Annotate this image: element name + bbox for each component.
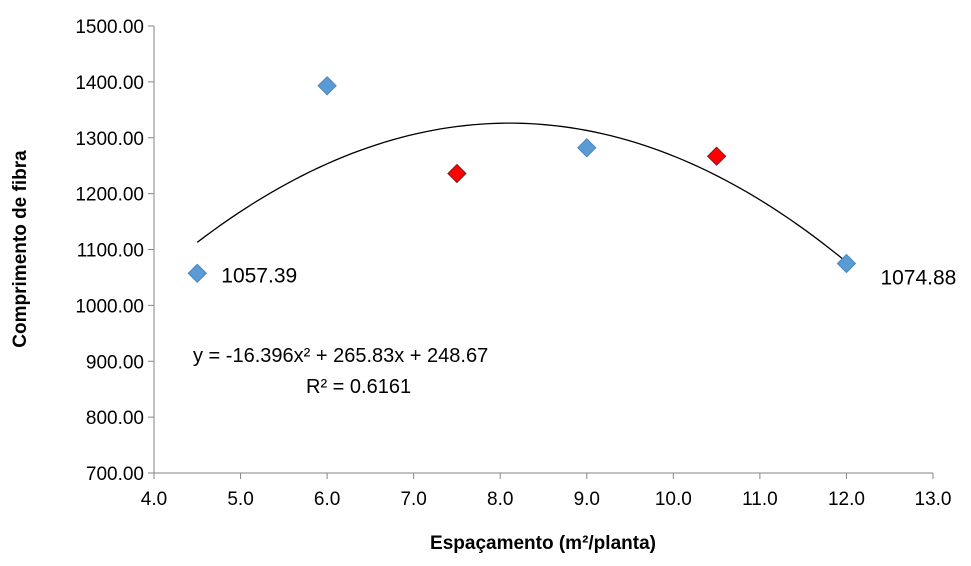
data-point bbox=[836, 253, 857, 274]
data-point bbox=[706, 146, 727, 166]
y-tick-label: 700.00 bbox=[86, 464, 144, 485]
y-tick-label: 1400.00 bbox=[75, 73, 144, 94]
data-label: 1074.88 bbox=[880, 267, 956, 290]
x-tick-label: 4.0 bbox=[141, 489, 167, 510]
x-axis-title: Espaçamento (m²/planta) bbox=[430, 533, 656, 554]
y-axis-title: Comprimento de fibra bbox=[10, 150, 31, 348]
x-tick-label: 7.0 bbox=[400, 489, 426, 510]
data-point bbox=[187, 263, 207, 284]
y-tick-label: 800.00 bbox=[86, 408, 144, 429]
y-tick-label: 1300.00 bbox=[75, 129, 144, 150]
y-tick-label: 1000.00 bbox=[75, 296, 144, 317]
x-tick-label: 13.0 bbox=[915, 489, 952, 510]
x-tick-label: 5.0 bbox=[227, 489, 253, 510]
trendline-r-squared: R² = 0.6161 bbox=[306, 376, 411, 398]
y-tick-label: 900.00 bbox=[86, 352, 144, 373]
data-label: 1057.39 bbox=[221, 264, 297, 287]
x-tick-label: 10.0 bbox=[655, 489, 692, 510]
y-tick-label: 1200.00 bbox=[75, 185, 144, 206]
trendline bbox=[196, 122, 847, 263]
data-point bbox=[447, 163, 467, 184]
data-point bbox=[577, 138, 597, 158]
data-point bbox=[317, 76, 337, 96]
trendline-equation: y = -16.396x² + 265.83x + 248.67 bbox=[193, 345, 488, 367]
x-tick-label: 6.0 bbox=[314, 489, 340, 510]
x-tick-label: 12.0 bbox=[828, 489, 865, 510]
y-tick-label: 1500.00 bbox=[75, 17, 144, 38]
y-tick-label: 1100.00 bbox=[77, 241, 144, 262]
x-tick-label: 9.0 bbox=[574, 489, 600, 510]
x-tick-label: 11.0 bbox=[742, 489, 778, 510]
x-tick-label: 8.0 bbox=[487, 489, 513, 510]
